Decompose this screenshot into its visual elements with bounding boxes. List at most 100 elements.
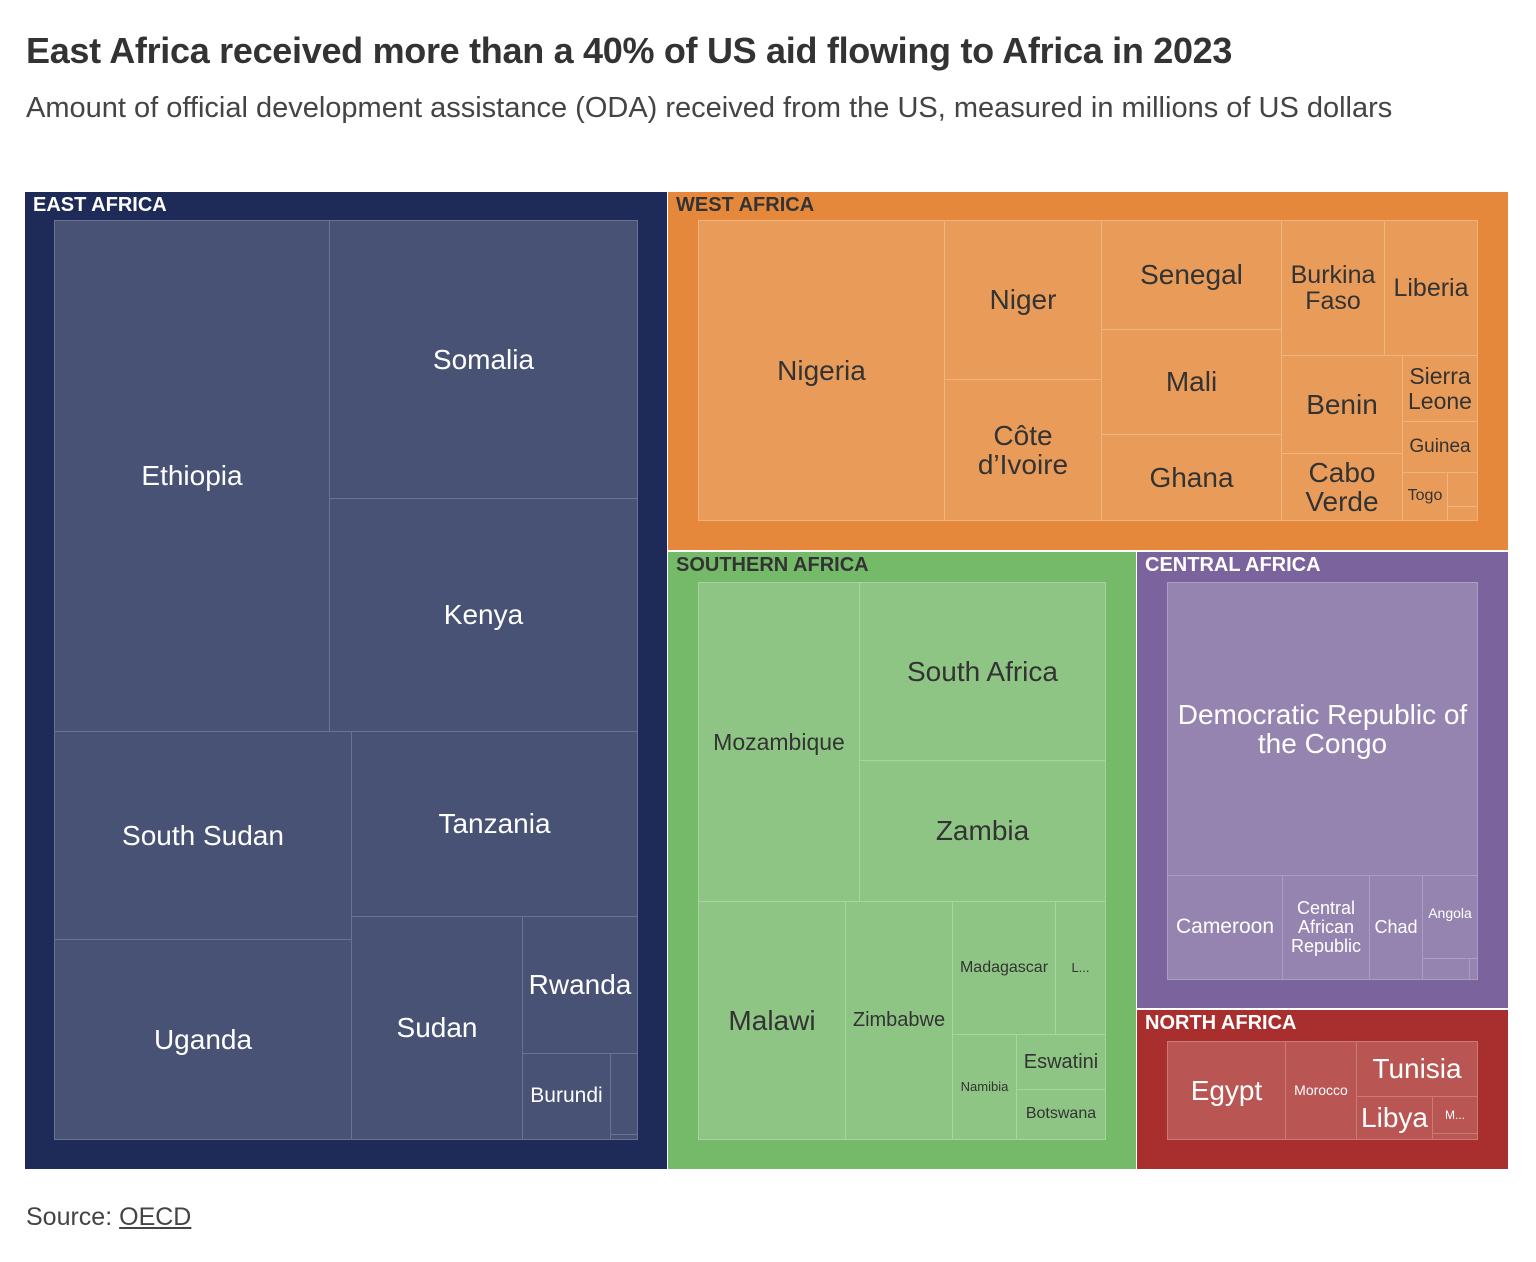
tile-guinea[interactable]: Guinea [1402, 421, 1478, 473]
tile-ethiopia[interactable]: Ethiopia [54, 220, 330, 732]
tile-label: Cabo Verde [1305, 456, 1379, 517]
tile-morocco[interactable]: Morocco [1285, 1041, 1357, 1140]
region-label: SOUTHERN AFRICA [676, 554, 869, 576]
tile-label: Sudan [396, 1012, 478, 1044]
tile-label: Chad [1374, 917, 1418, 938]
tile-mozambique[interactable]: Mozambique [698, 582, 860, 902]
tile-label: Mali [1165, 366, 1218, 398]
tile-niger[interactable]: Niger [944, 220, 1102, 380]
tile-label: Botswana [1025, 1105, 1097, 1123]
tile-libya[interactable]: Libya [1356, 1096, 1433, 1140]
tile-chad[interactable]: Chad [1369, 875, 1423, 980]
tile-angola[interactable]: Angola [1422, 875, 1478, 959]
tile-burundi[interactable]: Burundi [522, 1053, 611, 1140]
tile-label: Niger [989, 284, 1057, 316]
tile-label: Kenya [443, 599, 524, 631]
tile-label: Central African Republic [1290, 898, 1362, 956]
tile-label: South Africa [907, 655, 1058, 687]
chart-title: East Africa received more than a 40% of … [26, 30, 1233, 71]
tile-label: Côte d’Ivoire [977, 419, 1069, 480]
tile-unlabeled[interactable] [1447, 506, 1478, 521]
tile-label: Uganda [153, 1023, 253, 1055]
tile-botswana[interactable]: Botswana [1016, 1089, 1106, 1140]
source-note: Source: OECD [26, 1203, 191, 1232]
tile-sudan[interactable]: Sudan [351, 916, 523, 1140]
tile-mauritania[interactable]: M... [1432, 1096, 1478, 1134]
tile-unlabeled[interactable] [1432, 1133, 1478, 1140]
tile-cabo-verde[interactable]: Cabo Verde [1281, 453, 1403, 521]
tile-label: Egypt [1190, 1074, 1263, 1106]
source-label: Source: [26, 1203, 113, 1231]
tile-label: Ethiopia [141, 460, 243, 492]
tile-sierra-leone[interactable]: Sierra Leone [1402, 355, 1478, 422]
tile-label: Tanzania [438, 808, 551, 840]
tile-uganda[interactable]: Uganda [54, 939, 352, 1140]
tile-tanzania[interactable]: Tanzania [351, 731, 638, 917]
tile-label: Eswatini [1023, 1050, 1099, 1073]
tile-label: Ghana [1149, 461, 1234, 493]
tile-label: Togo [1407, 487, 1443, 505]
tile-south-sudan[interactable]: South Sudan [54, 731, 352, 940]
region-southern-africa: SOUTHERN AFRICA Mozambique South Africa … [668, 552, 1136, 1169]
tile-kenya[interactable]: Kenya [329, 498, 638, 732]
tile-unlabeled[interactable] [610, 1053, 638, 1135]
region-west-africa: WEST AFRICA Nigeria Niger Côte d’Ivoire … [668, 192, 1508, 550]
tile-benin[interactable]: Benin [1281, 355, 1403, 454]
tile-egypt[interactable]: Egypt [1167, 1041, 1286, 1140]
tile-label: Burkina Faso [1290, 260, 1376, 315]
tile-somalia[interactable]: Somalia [329, 220, 638, 499]
tile-central-african-republic[interactable]: Central African Republic [1282, 875, 1370, 980]
tile-unlabeled[interactable] [1469, 958, 1478, 980]
tile-label: Tunisia [1372, 1053, 1462, 1085]
tile-malawi[interactable]: Malawi [698, 901, 846, 1140]
tile-unlabeled[interactable] [610, 1134, 638, 1140]
tile-label: M... [1445, 1107, 1465, 1122]
tile-label: Benin [1306, 388, 1378, 420]
tile-label: Guinea [1409, 436, 1471, 458]
chart-subtitle: Amount of official development assistanc… [26, 92, 1393, 124]
tile-label: Libya [1361, 1102, 1428, 1134]
tile-label: Liberia [1393, 273, 1469, 302]
region-north-africa: NORTH AFRICA Egypt Morocco Tunisia Libya… [1137, 1010, 1508, 1169]
tile-label: Morocco [1294, 1082, 1348, 1099]
tile-lesotho[interactable]: L... [1055, 901, 1106, 1035]
tile-unlabeled[interactable] [1447, 472, 1478, 507]
tile-label: L... [1071, 960, 1090, 976]
region-label: WEST AFRICA [676, 194, 815, 216]
region-label: CENTRAL AFRICA [1145, 554, 1321, 576]
tile-togo[interactable]: Togo [1402, 472, 1448, 521]
region-label: EAST AFRICA [33, 194, 167, 216]
tile-senegal[interactable]: Senegal [1101, 220, 1282, 330]
tile-drc[interactable]: Democratic Republic of the Congo [1167, 582, 1478, 876]
region-central-africa: CENTRAL AFRICA Democratic Republic of th… [1137, 552, 1508, 1008]
tile-label: Somalia [432, 343, 535, 375]
tile-label: South Sudan [122, 819, 284, 851]
tile-label: Zambia [935, 815, 1030, 847]
tile-label: Nigeria [777, 354, 866, 386]
tile-south-africa[interactable]: South Africa [859, 582, 1106, 761]
tile-nigeria[interactable]: Nigeria [698, 220, 945, 521]
tile-label: Namibia [960, 1079, 1009, 1095]
tile-label: Zimbabwe [852, 1009, 946, 1031]
tile-cote-divoire[interactable]: Côte d’Ivoire [944, 379, 1102, 521]
tile-unlabeled[interactable] [1422, 958, 1470, 980]
source-link-oecd[interactable]: OECD [119, 1203, 192, 1231]
region-east-africa: EAST AFRICA Ethiopia Somalia Kenya South… [25, 192, 667, 1169]
tile-eswatini[interactable]: Eswatini [1016, 1034, 1106, 1090]
tile-label: Angola [1428, 905, 1472, 921]
tile-burkina-faso[interactable]: Burkina Faso [1281, 220, 1385, 356]
tile-liberia[interactable]: Liberia [1384, 220, 1478, 356]
tile-cameroon[interactable]: Cameroon [1167, 875, 1283, 980]
tile-label: Malawi [728, 1004, 816, 1036]
tile-zambia[interactable]: Zambia [859, 760, 1106, 902]
tile-label: Madagascar [959, 958, 1049, 976]
tile-mali[interactable]: Mali [1101, 329, 1282, 435]
tile-madagascar[interactable]: Madagascar [952, 901, 1056, 1035]
tile-tunisia[interactable]: Tunisia [1356, 1041, 1478, 1097]
tile-label: Sierra Leone [1408, 363, 1472, 414]
tile-ghana[interactable]: Ghana [1101, 434, 1282, 521]
tile-namibia[interactable]: Namibia [952, 1034, 1017, 1140]
tile-rwanda[interactable]: Rwanda [522, 916, 638, 1054]
tile-zimbabwe[interactable]: Zimbabwe [845, 901, 953, 1140]
tile-label: Senegal [1140, 259, 1243, 291]
